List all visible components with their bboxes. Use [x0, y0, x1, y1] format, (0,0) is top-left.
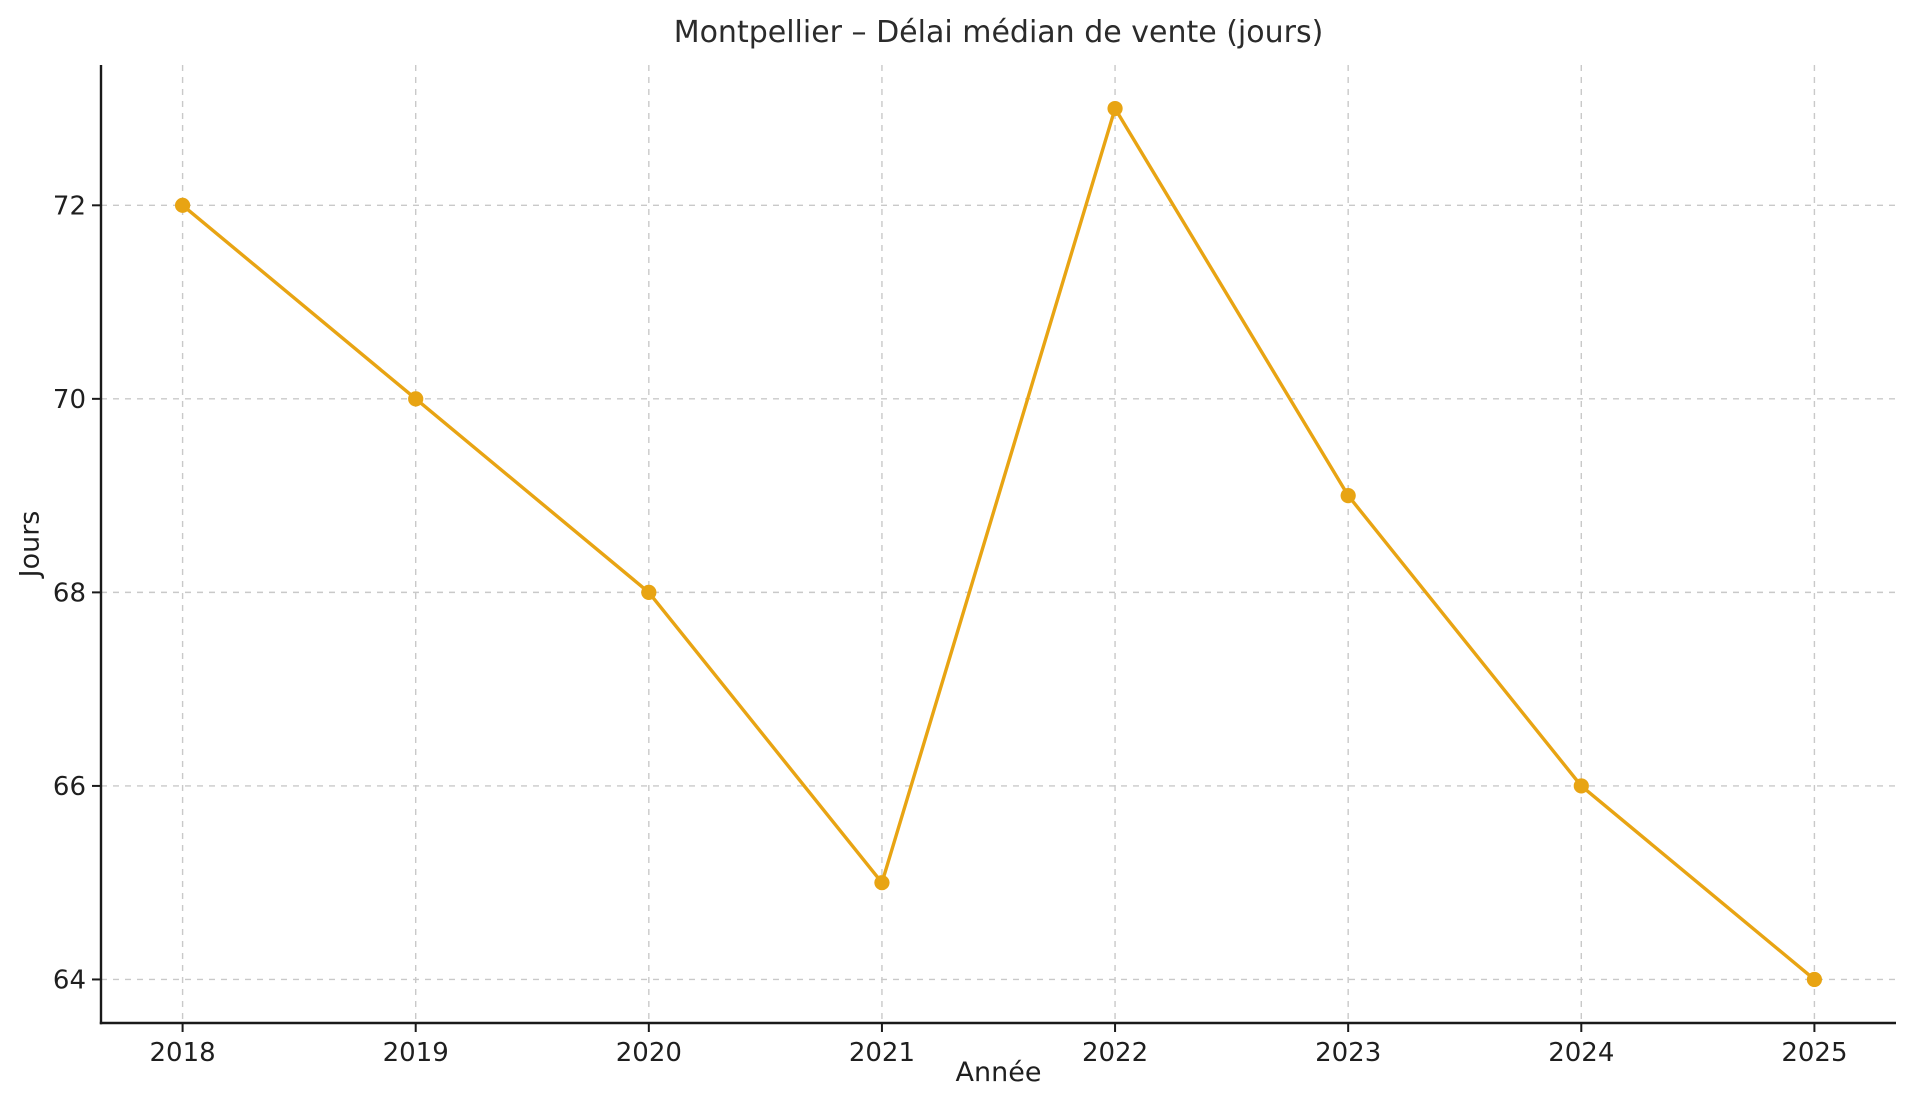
x-tick-label: 2021 [849, 1038, 915, 1068]
x-tick-label: 2023 [1315, 1038, 1381, 1068]
data-point-2024 [1573, 778, 1589, 794]
y-tick-label: 66 [53, 772, 86, 802]
data-point-2025 [1806, 971, 1823, 988]
y-tick-label: 68 [53, 578, 86, 608]
trend-line [180, 106, 1817, 982]
data-point-2020 [641, 584, 657, 600]
y-tick-label: 64 [53, 966, 86, 996]
y-tick-label: 70 [53, 385, 86, 415]
data-point-2023 [1340, 488, 1356, 504]
x-axis-label: Année [955, 1057, 1042, 1088]
x-tick-label: 2025 [1781, 1038, 1847, 1068]
x-tick-label: 2018 [150, 1038, 216, 1068]
data-point-2019 [408, 391, 424, 407]
x-tick-label: 2022 [1082, 1038, 1148, 1068]
data-point-2022 [1107, 100, 1123, 117]
x-tick-label: 2020 [616, 1038, 682, 1068]
x-tick-label: 2019 [383, 1038, 449, 1068]
x-tick-label: 2024 [1548, 1038, 1614, 1068]
data-point-2021 [874, 875, 890, 891]
data-point-2018 [174, 197, 191, 213]
chart-title: Montpellier – Délai médian de vente (jou… [673, 15, 1324, 50]
y-tick-label: 72 [53, 191, 86, 221]
